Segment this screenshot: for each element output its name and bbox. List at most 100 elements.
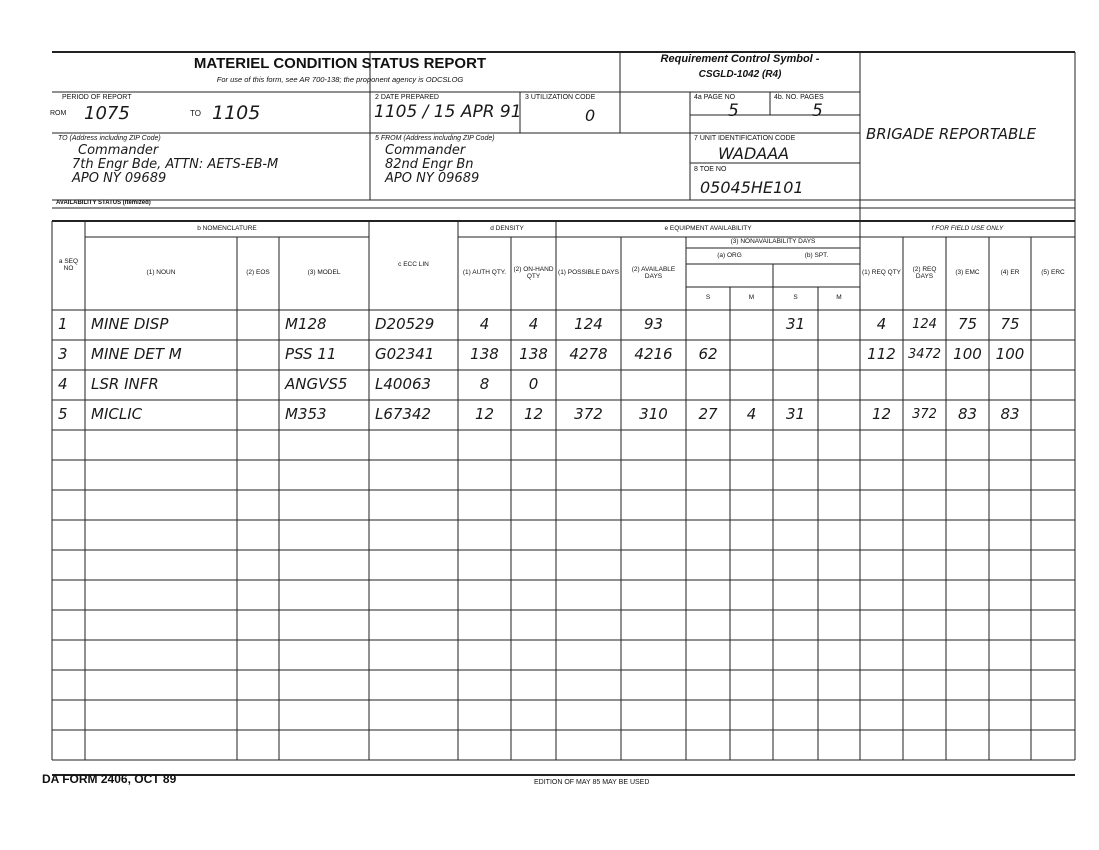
cell-value: L67342	[375, 405, 432, 424]
field-label: ROM	[50, 110, 67, 117]
column-header: (1) REQ QTY	[862, 269, 902, 277]
address-line: Commander	[78, 143, 159, 158]
address-line: 82nd Engr Bn	[385, 157, 474, 172]
cell-value: 75	[957, 315, 978, 334]
sub-header: (3) NONAVAILABILITY DAYS	[730, 238, 816, 246]
section-header: b NOMENCLATURE	[197, 224, 257, 232]
cell-value: 8	[479, 375, 490, 394]
cell-value: 31	[785, 405, 806, 424]
cell-value: 372	[912, 407, 937, 423]
form-title: MATERIEL CONDITION STATUS REPORT	[193, 55, 487, 73]
field-label: 2 DATE PREPARED	[375, 94, 439, 101]
column-header: (1) AUTH QTY.	[462, 269, 507, 277]
cell-value: 4	[746, 405, 757, 424]
sub-header: (a) ORG	[717, 251, 742, 259]
cell-value: L40063	[375, 375, 432, 394]
field-value: 0	[585, 106, 596, 125]
cell-value: 93	[643, 315, 664, 334]
column-header: (3) EMC	[955, 269, 980, 277]
field-value: WADAAA	[718, 144, 790, 163]
form-subtitle: For use of this form, see AR 700-138; th…	[216, 75, 464, 85]
field-value: 1105	[212, 102, 261, 124]
cell-value: 0	[528, 375, 539, 394]
cell-value: LSR INFR	[91, 375, 159, 394]
remark: BRIGADE REPORTABLE	[866, 125, 1037, 143]
column-header: (5) ERC	[1041, 269, 1065, 277]
field-label: 4a PAGE NO	[694, 94, 736, 101]
column-header: S	[705, 294, 711, 302]
cell-value: D20529	[375, 315, 435, 334]
column-header: c ECC LIN	[398, 261, 429, 269]
cell-value: 4278	[569, 345, 608, 364]
field-label: AVAILABILITY STATUS (Itemized)	[56, 200, 151, 206]
field-label: PERIOD OF REPORT	[62, 94, 132, 101]
column-header: (1) POSSIBLE DAYS	[558, 269, 619, 277]
field-value: 1075	[84, 103, 130, 124]
address-line: Commander	[385, 143, 466, 158]
cell-value: ANGVS5	[285, 375, 348, 394]
cell-value: 12	[523, 405, 544, 424]
cell-value: G02341	[375, 345, 435, 364]
cell-value: 3	[58, 345, 68, 364]
cell-value: 138	[519, 345, 548, 364]
address-line: 7th Engr Bde, ATTN: AETS-EB-M	[72, 157, 279, 172]
cell-value: 124	[912, 317, 937, 333]
cell-value: 83	[957, 405, 978, 424]
edition-note: EDITION OF MAY 85 MAY BE USED	[534, 779, 650, 786]
cell-value: MINE DISP	[91, 315, 169, 334]
cell-value: 12	[474, 405, 495, 424]
cell-value: 100	[953, 345, 982, 364]
field-label: TO (Address including ZIP Code)	[58, 135, 161, 142]
column-header: a SEQ NO	[58, 257, 79, 272]
cell-value: PSS 11	[285, 345, 337, 364]
cell-value: 4	[528, 315, 539, 334]
cell-value: 31	[785, 315, 806, 334]
column-header: (2) AVAILABLE DAYS	[631, 265, 676, 280]
form-number: DA FORM 2406, OCT 89	[42, 772, 177, 786]
column-header: (2) ON-HAND QTY	[513, 265, 554, 280]
sub-header: (b) SPT.	[804, 251, 829, 259]
address-line: APO NY 09689	[72, 171, 167, 186]
field-label: 3 UTILIZATION CODE	[525, 94, 596, 101]
column-header: (1) NOUN	[146, 269, 176, 277]
rcs-label: Requirement Control Symbol -	[660, 53, 820, 66]
cell-value: 83	[1000, 405, 1020, 424]
field-label: 4b. NO. PAGES	[774, 94, 824, 101]
cell-value: 4	[479, 315, 490, 334]
address-line: APO NY 09689	[385, 171, 480, 186]
field-value: 05045HE101	[700, 178, 804, 197]
section-header: d DENSITY	[490, 224, 524, 232]
cell-value: M128	[285, 315, 327, 334]
cell-value: 4216	[634, 345, 673, 364]
cell-value: 310	[639, 405, 668, 424]
cell-value: 124	[574, 315, 603, 334]
section-header: e EQUIPMENT AVAILABILITY	[664, 224, 752, 232]
cell-value: M353	[285, 405, 327, 424]
cell-value: 27	[698, 405, 718, 424]
cell-value: 75	[1000, 315, 1020, 334]
cell-value: 100	[995, 345, 1025, 364]
cell-value: MINE DET M	[91, 345, 182, 364]
field-label: 8 TOE NO	[694, 166, 727, 173]
column-header: M	[748, 294, 755, 302]
section-header: f FOR FIELD USE ONLY	[931, 224, 1004, 232]
cell-value: 12	[871, 405, 892, 424]
column-header: S	[793, 294, 798, 302]
cell-value: 5	[58, 405, 68, 424]
cell-value: MICLIC	[91, 405, 143, 424]
field-label: 5 FROM (Address including ZIP Code)	[375, 135, 495, 142]
cell-value: 372	[574, 405, 603, 424]
column-header: (2) EOS	[246, 269, 270, 277]
column-header: M	[836, 294, 842, 302]
cell-value: 62	[698, 345, 718, 364]
column-header: (3) MODEL	[307, 269, 341, 277]
field-value: 5	[728, 101, 739, 121]
cell-value: 1	[58, 315, 68, 334]
cell-value: 4	[876, 315, 887, 334]
cell-value: 4	[58, 375, 68, 394]
field-value: 5	[812, 101, 823, 121]
rcs-value: CSGLD-1042 (R4)	[698, 68, 782, 80]
cell-value: 112	[867, 345, 896, 364]
cell-value: 138	[470, 345, 499, 364]
